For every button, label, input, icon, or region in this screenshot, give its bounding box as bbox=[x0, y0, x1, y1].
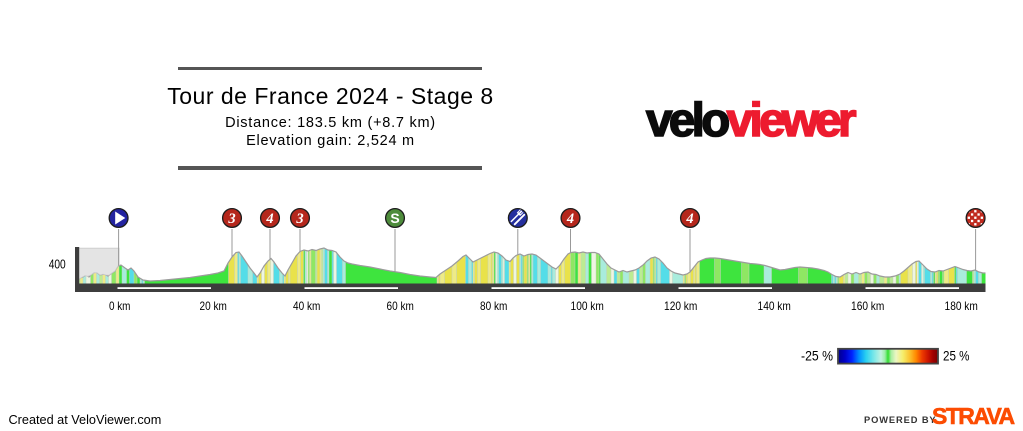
svg-text:0 km: 0 km bbox=[109, 299, 131, 313]
svg-text:140 km: 140 km bbox=[758, 299, 791, 313]
svg-text:120 km: 120 km bbox=[664, 299, 697, 313]
svg-text:80 km: 80 km bbox=[480, 299, 507, 313]
svg-text:4: 4 bbox=[265, 211, 273, 227]
svg-text:4: 4 bbox=[566, 211, 574, 227]
svg-text:160 km: 160 km bbox=[851, 299, 884, 313]
svg-text:S: S bbox=[390, 210, 399, 226]
svg-text:180 km: 180 km bbox=[945, 299, 978, 313]
svg-text:-25 %: -25 % bbox=[801, 349, 833, 364]
svg-text:3: 3 bbox=[227, 211, 235, 227]
svg-text:3: 3 bbox=[295, 211, 303, 227]
svg-text:40 km: 40 km bbox=[293, 299, 320, 313]
svg-text:60 km: 60 km bbox=[387, 299, 414, 313]
svg-text:25 %: 25 % bbox=[943, 349, 970, 364]
svg-text:400: 400 bbox=[49, 258, 66, 272]
svg-text:20 km: 20 km bbox=[200, 299, 227, 313]
svg-text:4: 4 bbox=[685, 211, 693, 227]
svg-text:100 km: 100 km bbox=[571, 299, 604, 313]
